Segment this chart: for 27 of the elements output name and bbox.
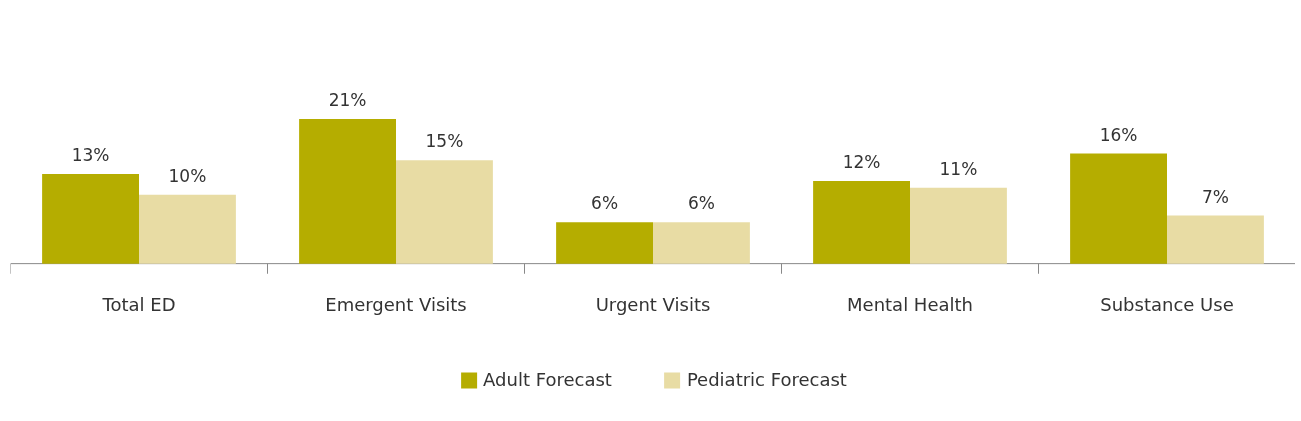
bar: [813, 180, 910, 264]
bar: [653, 222, 750, 264]
data-label: 21%: [328, 90, 367, 111]
x-tick-label: Emergent Visits: [325, 293, 467, 315]
bar: [1167, 215, 1264, 264]
data-label: 12%: [842, 152, 881, 173]
bar: [556, 222, 653, 264]
data-label: 11%: [939, 159, 978, 179]
x-tick-label: Mental Health: [847, 293, 973, 315]
x-tick-label: Substance Use: [1100, 293, 1234, 315]
data-label: 6%: [591, 193, 619, 214]
bar: [42, 174, 139, 264]
data-label: 13%: [71, 145, 110, 166]
legend-label: Pediatric Forecast: [686, 369, 847, 390]
data-label: 7%: [1201, 186, 1229, 207]
data-label: 10%: [168, 165, 207, 186]
x-tick-label: Urgent Visits: [595, 293, 711, 315]
data-label: 16%: [1099, 124, 1138, 145]
legend-label: Adult Forecast: [483, 369, 612, 390]
data-label: 15%: [425, 131, 464, 152]
bar: [139, 194, 236, 264]
bar: [299, 118, 396, 264]
bar: [910, 187, 1007, 264]
bar: [1070, 153, 1167, 264]
data-label: 6%: [687, 193, 715, 214]
x-tick-label: Total ED: [101, 293, 176, 315]
bar: [396, 160, 493, 264]
